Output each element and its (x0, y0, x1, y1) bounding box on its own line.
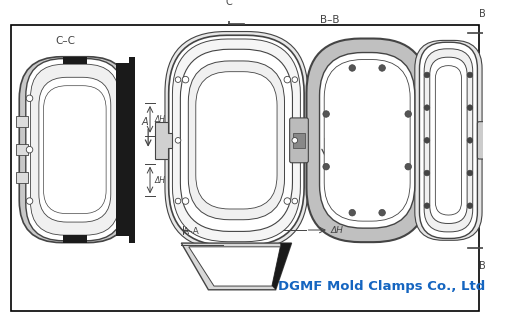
Circle shape (424, 170, 430, 176)
Circle shape (349, 65, 355, 71)
Text: ΔH: ΔH (155, 115, 166, 124)
FancyBboxPatch shape (419, 42, 477, 238)
Polygon shape (155, 122, 172, 159)
Text: A: A (325, 126, 332, 136)
FancyBboxPatch shape (173, 39, 300, 242)
Polygon shape (117, 57, 135, 243)
Circle shape (323, 163, 329, 170)
Polygon shape (189, 247, 280, 286)
Circle shape (424, 105, 430, 111)
Circle shape (379, 65, 385, 71)
FancyBboxPatch shape (180, 49, 293, 232)
FancyBboxPatch shape (424, 49, 473, 232)
Circle shape (175, 77, 181, 83)
FancyBboxPatch shape (430, 57, 467, 223)
Circle shape (467, 138, 473, 143)
Text: C: C (225, 274, 232, 284)
Bar (16, 116, 27, 127)
Circle shape (292, 77, 298, 83)
Polygon shape (181, 243, 292, 290)
FancyBboxPatch shape (188, 61, 285, 220)
Circle shape (424, 138, 430, 143)
Text: A: A (141, 117, 148, 127)
Circle shape (349, 209, 355, 216)
Text: ΔH: ΔH (155, 175, 166, 185)
Circle shape (284, 76, 291, 83)
FancyBboxPatch shape (290, 118, 308, 163)
FancyBboxPatch shape (477, 122, 492, 159)
Text: B–B: B–B (320, 15, 340, 26)
Circle shape (175, 138, 181, 143)
Circle shape (284, 198, 291, 204)
FancyBboxPatch shape (168, 35, 304, 245)
FancyBboxPatch shape (415, 40, 482, 240)
Text: B: B (478, 261, 486, 272)
Polygon shape (63, 57, 87, 64)
Circle shape (26, 95, 33, 101)
FancyBboxPatch shape (306, 38, 428, 242)
Text: A–A: A–A (183, 227, 200, 236)
Polygon shape (272, 243, 292, 290)
Circle shape (405, 163, 411, 170)
Circle shape (379, 209, 385, 216)
Circle shape (175, 198, 181, 204)
Circle shape (292, 138, 298, 143)
Circle shape (467, 105, 473, 111)
Circle shape (424, 72, 430, 78)
Circle shape (467, 203, 473, 209)
Polygon shape (63, 235, 87, 243)
FancyBboxPatch shape (320, 53, 415, 228)
Text: B: B (478, 9, 486, 19)
Circle shape (26, 198, 33, 204)
Circle shape (405, 111, 411, 117)
Circle shape (467, 72, 473, 78)
FancyBboxPatch shape (31, 64, 119, 235)
Circle shape (467, 170, 473, 176)
FancyBboxPatch shape (26, 59, 124, 241)
Text: DGMF Mold Clamps Co., Ltd: DGMF Mold Clamps Co., Ltd (277, 280, 485, 294)
FancyBboxPatch shape (324, 60, 410, 221)
Circle shape (182, 198, 189, 204)
Bar (16, 172, 27, 183)
Circle shape (292, 198, 298, 204)
FancyBboxPatch shape (39, 77, 111, 222)
Text: C–C: C–C (55, 36, 75, 46)
FancyBboxPatch shape (44, 86, 106, 214)
FancyBboxPatch shape (19, 57, 130, 243)
Bar (293, 133, 304, 148)
Circle shape (323, 111, 329, 117)
Bar (16, 144, 27, 155)
FancyBboxPatch shape (165, 32, 308, 249)
Text: C: C (225, 0, 232, 7)
Circle shape (26, 146, 33, 153)
Text: ΔH: ΔH (331, 226, 344, 235)
Circle shape (182, 76, 189, 83)
Circle shape (424, 203, 430, 209)
FancyBboxPatch shape (435, 66, 462, 215)
FancyBboxPatch shape (196, 72, 277, 209)
